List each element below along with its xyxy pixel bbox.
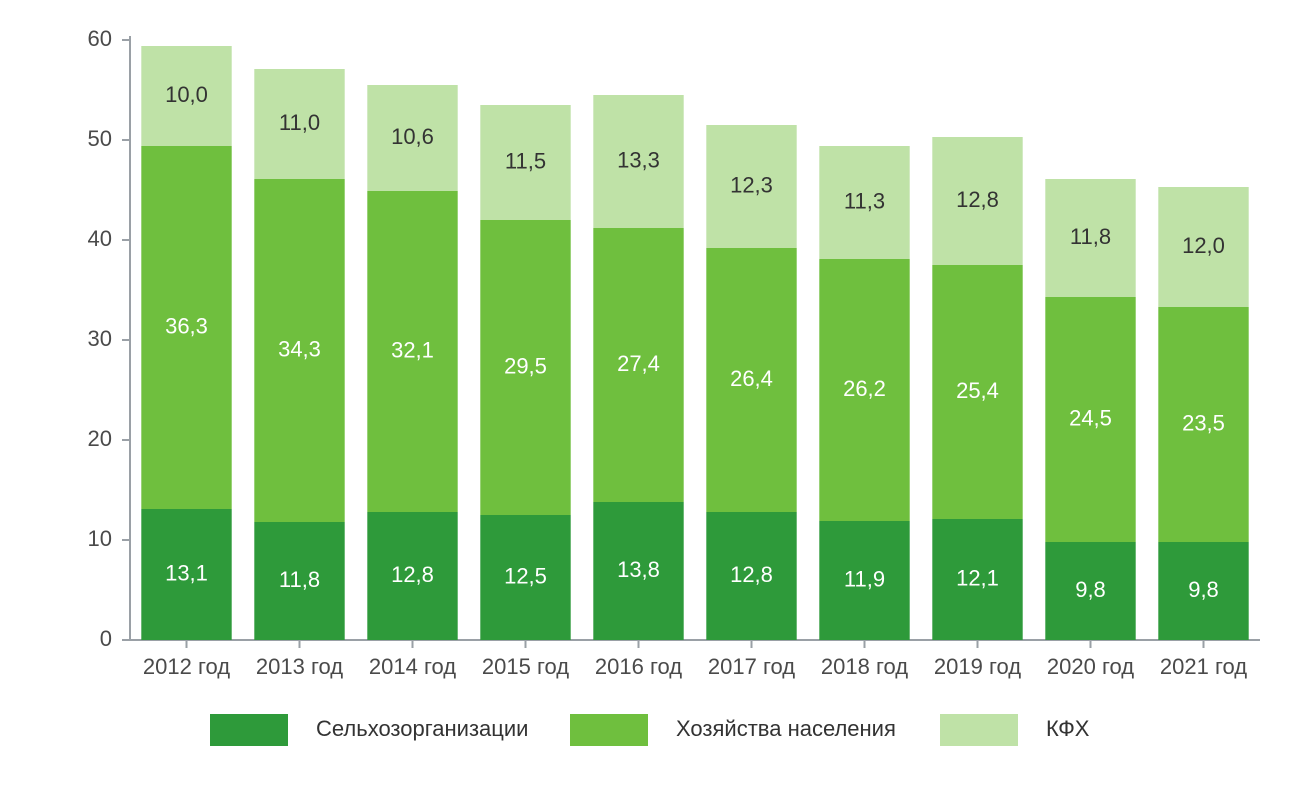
y-tick-label: 20	[88, 426, 112, 451]
legend-swatch-s2	[570, 714, 648, 746]
legend-label-s1: Сельхозорганизации	[316, 716, 528, 741]
bar-value-label-s1: 9,8	[1188, 577, 1219, 602]
bar-value-label-s3: 11,5	[505, 148, 546, 173]
bar-value-label-s3: 12,3	[730, 172, 773, 197]
chart-container: 0 10 20 30 40 50 60 2012 год 13,1 36,3 10,0 2013 го…	[0, 0, 1300, 790]
bar-value-label-s3: 11,0	[279, 110, 320, 135]
x-tick-label: 2012 год	[143, 654, 230, 679]
bar-value-label-s2: 32,1	[391, 337, 434, 362]
bar-value-label-s1: 9,8	[1075, 577, 1106, 602]
bar-value-label-s1: 13,8	[617, 557, 660, 582]
bar-value-label-s2: 26,4	[730, 366, 773, 391]
legend-swatch-s1	[210, 714, 288, 746]
bar-value-label-s3: 11,3	[844, 188, 885, 213]
bar-value-label-s3: 11,8	[1070, 224, 1111, 249]
bar-value-label-s2: 24,5	[1069, 405, 1112, 430]
bar-value-label-s3: 12,8	[956, 187, 999, 212]
x-tick-label: 2020 год	[1047, 654, 1134, 679]
bar-value-label-s3: 13,3	[617, 147, 660, 172]
bar-value-label-s1: 12,8	[391, 562, 434, 587]
bar-value-label-s2: 34,3	[278, 336, 321, 361]
bar-value-label-s1: 13,1	[165, 560, 208, 585]
x-tick-label: 2019 год	[934, 654, 1021, 679]
bar-value-label-s2: 29,5	[504, 353, 547, 378]
y-tick-label: 40	[88, 226, 112, 251]
legend-label-s3: КФХ	[1046, 716, 1090, 741]
bar-value-label-s1: 12,1	[956, 565, 999, 590]
bar-value-label-s2: 36,3	[165, 313, 208, 338]
legend-swatch-s3	[940, 714, 1018, 746]
bar-value-label-s3: 10,0	[165, 82, 208, 107]
y-tick-label: 10	[88, 526, 112, 551]
bar-value-label-s2: 27,4	[617, 351, 660, 376]
bar-value-label-s3: 10,6	[391, 124, 434, 149]
bar-value-label-s2: 25,4	[956, 378, 999, 403]
x-tick-label: 2018 год	[821, 654, 908, 679]
x-tick-label: 2021 год	[1160, 654, 1247, 679]
bar-value-label-s2: 26,2	[843, 376, 886, 401]
bar-value-label-s1: 11,9	[844, 566, 885, 591]
bar-value-label-s1: 12,5	[504, 563, 547, 588]
x-tick-label: 2013 год	[256, 654, 343, 679]
legend-label-s2: Хозяйства населения	[676, 716, 896, 741]
y-tick-label: 60	[88, 26, 112, 51]
stacked-bar-chart: 0 10 20 30 40 50 60 2012 год 13,1 36,3 10,0 2013 го…	[0, 0, 1300, 790]
y-tick-label: 0	[100, 626, 112, 651]
y-tick-label: 30	[88, 326, 112, 351]
x-tick-label: 2014 год	[369, 654, 456, 679]
bar-value-label-s3: 12,0	[1182, 233, 1225, 258]
x-tick-label: 2017 год	[708, 654, 795, 679]
x-tick-label: 2015 год	[482, 654, 569, 679]
y-tick-label: 50	[88, 126, 112, 151]
bar-value-label-s1: 12,8	[730, 562, 773, 587]
bar-value-label-s2: 23,5	[1182, 410, 1225, 435]
x-tick-label: 2016 год	[595, 654, 682, 679]
bar-value-label-s1: 11,8	[279, 567, 320, 592]
